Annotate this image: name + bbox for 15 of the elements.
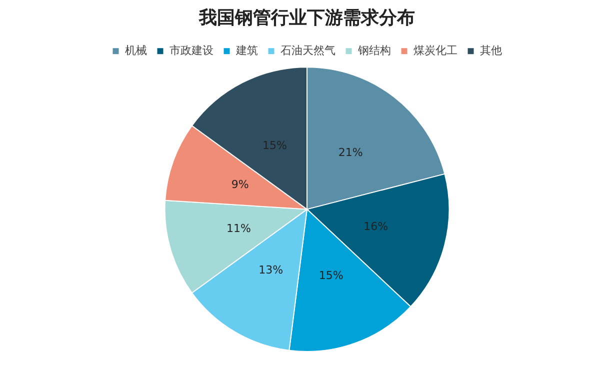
data-label: 15% (262, 138, 287, 152)
data-label: 9% (231, 178, 249, 192)
data-label: 11% (226, 222, 251, 235)
data-label: 15% (318, 269, 344, 282)
legend-label: 建筑 (234, 44, 258, 57)
legend-label: 市政建设 (169, 44, 214, 57)
legend-label: 煤炭化工 (413, 44, 458, 57)
legend-label: 机械 (124, 44, 147, 57)
chart-title: 我国钢管行业下游需求分布 (198, 7, 415, 28)
data-label: 21% (338, 146, 363, 159)
data-label: 13% (258, 263, 284, 276)
legend-label: 其他 (480, 44, 502, 57)
legend-label: 钢结构 (356, 44, 391, 57)
legend-label: 石油天然气 (280, 44, 336, 57)
data-label: 16% (364, 220, 388, 233)
